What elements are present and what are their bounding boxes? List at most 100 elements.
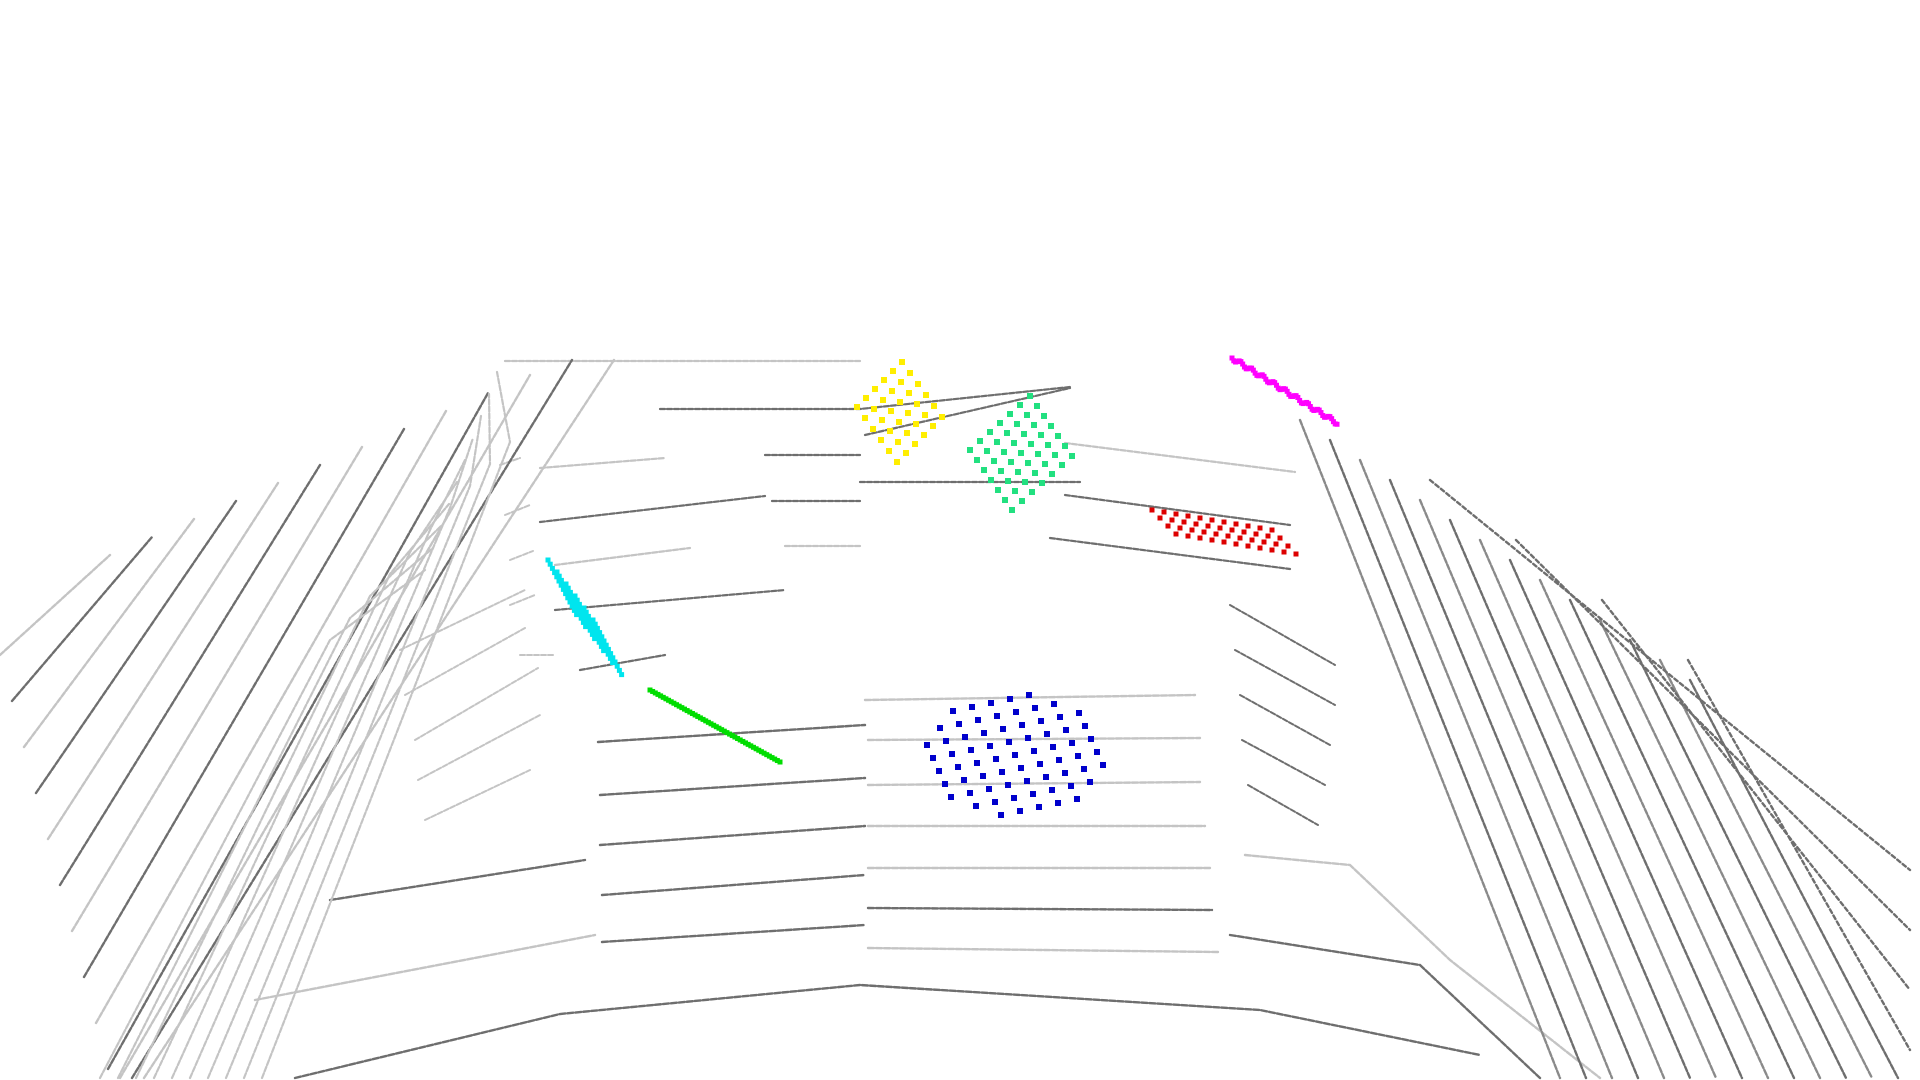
spring-green-cluster-point [981, 467, 987, 473]
blue-cluster-point [930, 755, 936, 761]
green-cluster-point [766, 753, 772, 759]
scan-ring-lower [1243, 853, 1602, 1080]
green-cluster-point [652, 690, 658, 696]
blue-cluster-point [1056, 757, 1062, 763]
blue-cluster-point [1069, 740, 1075, 746]
red-cluster-point [1217, 525, 1223, 531]
yellow-cluster-point [870, 426, 876, 432]
blue-cluster-point [1012, 752, 1018, 758]
blue-cluster-point [992, 799, 998, 805]
red-cluster-point [1185, 533, 1191, 539]
cyan-cluster-point [576, 601, 582, 607]
cyan-cluster-point [612, 659, 618, 665]
scan-ring-side [1234, 649, 1336, 706]
cyan-cluster-point [614, 663, 620, 669]
spring-green-cluster-point [1032, 470, 1038, 476]
green-cluster-point [684, 708, 690, 714]
magenta-cluster-point [1240, 361, 1246, 367]
blue-cluster-point [1030, 791, 1036, 797]
blue-cluster-point [988, 700, 994, 706]
blue-cluster-point [1000, 726, 1006, 732]
yellow-cluster-point [888, 408, 894, 414]
blue-cluster-point [1075, 753, 1081, 759]
red-cluster-point [1173, 511, 1179, 517]
blue-cluster-point [975, 717, 981, 723]
cyan-cluster-point [585, 613, 591, 619]
spring-green-cluster-point [1002, 497, 1008, 503]
yellow-cluster-point [897, 399, 903, 405]
blue-cluster-point [986, 786, 992, 792]
scan-sweep-left-inner [260, 370, 512, 1080]
scan-sweep-right [1508, 558, 1744, 1080]
yellow-cluster-point [923, 392, 929, 398]
green-cluster-point [681, 706, 687, 712]
red-cluster-point [1221, 519, 1227, 525]
green-cluster-point [679, 705, 685, 711]
red-cluster-point [1269, 527, 1275, 533]
green-cluster-point [750, 744, 756, 750]
red-cluster-point [1245, 523, 1251, 529]
yellow-cluster-point [854, 404, 860, 410]
red-cluster-point [1193, 521, 1199, 527]
magenta-cluster-point [1250, 367, 1256, 373]
scan-sweep-right [1538, 578, 1770, 1080]
green-cluster-point [708, 721, 714, 727]
spring-green-cluster-point [1034, 403, 1040, 409]
yellow-cluster-point [913, 421, 919, 427]
green-cluster-point [772, 756, 778, 762]
spring-green-cluster-point [1028, 441, 1034, 447]
spring-green-cluster-point [1017, 402, 1023, 408]
yellow-cluster-point [871, 406, 877, 412]
scan-sweep-left [34, 499, 238, 795]
spring-green-cluster-point [1018, 450, 1024, 456]
yellow-cluster-point [921, 432, 927, 438]
spring-green-cluster-point [994, 439, 1000, 445]
blue-cluster-point [1087, 779, 1093, 785]
scan-ring-side [424, 769, 531, 821]
scan-ring-lower [1228, 933, 1542, 1080]
spring-green-cluster-point [1027, 393, 1033, 399]
scan-ring-side [1229, 604, 1336, 666]
green-cluster-point [729, 733, 735, 739]
spring-green-cluster-point [1014, 421, 1020, 427]
blue-cluster-point [1057, 714, 1063, 720]
yellow-cluster-point [905, 410, 911, 416]
spring-green-cluster-point [1062, 443, 1068, 449]
green-cluster-point [713, 724, 719, 730]
cyan-cluster-point [610, 655, 616, 661]
yellow-cluster-point [931, 403, 937, 409]
red-cluster-point [1277, 535, 1283, 541]
cyan-cluster-point [590, 617, 596, 623]
yellow-cluster-point [862, 415, 868, 421]
blue-cluster-point [942, 781, 948, 787]
scan-ring-lower [253, 933, 597, 1002]
spring-green-cluster-point [997, 420, 1003, 426]
cyan-cluster-point [545, 557, 551, 563]
red-cluster-point [1181, 519, 1187, 525]
blue-cluster-point [950, 708, 956, 714]
red-cluster-point [1233, 541, 1239, 547]
blue-cluster-point [1063, 727, 1069, 733]
cyan-cluster-point [601, 638, 607, 644]
blue-cluster-point [1081, 766, 1087, 772]
blue-cluster-point [1100, 762, 1106, 768]
green-cluster-point [716, 725, 722, 731]
spring-green-cluster-point [1069, 453, 1075, 459]
blue-cluster-point [1007, 696, 1013, 702]
blue-cluster-point [974, 760, 980, 766]
cyan-cluster-point [558, 577, 564, 583]
yellow-cluster-point [894, 459, 900, 465]
green-cluster-point [764, 752, 770, 758]
green-cluster-point [719, 727, 725, 733]
cyan-cluster-point [608, 651, 614, 657]
blue-cluster-point [955, 764, 961, 770]
scan-ring-lower [293, 983, 1482, 1080]
blue-cluster-point [1062, 770, 1068, 776]
red-cluster-point [1257, 545, 1263, 551]
red-cluster-point [1185, 513, 1191, 519]
scan-sweep-right [1448, 518, 1692, 1080]
scan-sweep-left [94, 409, 448, 1025]
blue-cluster-point [943, 738, 949, 744]
green-cluster-point [671, 700, 677, 706]
